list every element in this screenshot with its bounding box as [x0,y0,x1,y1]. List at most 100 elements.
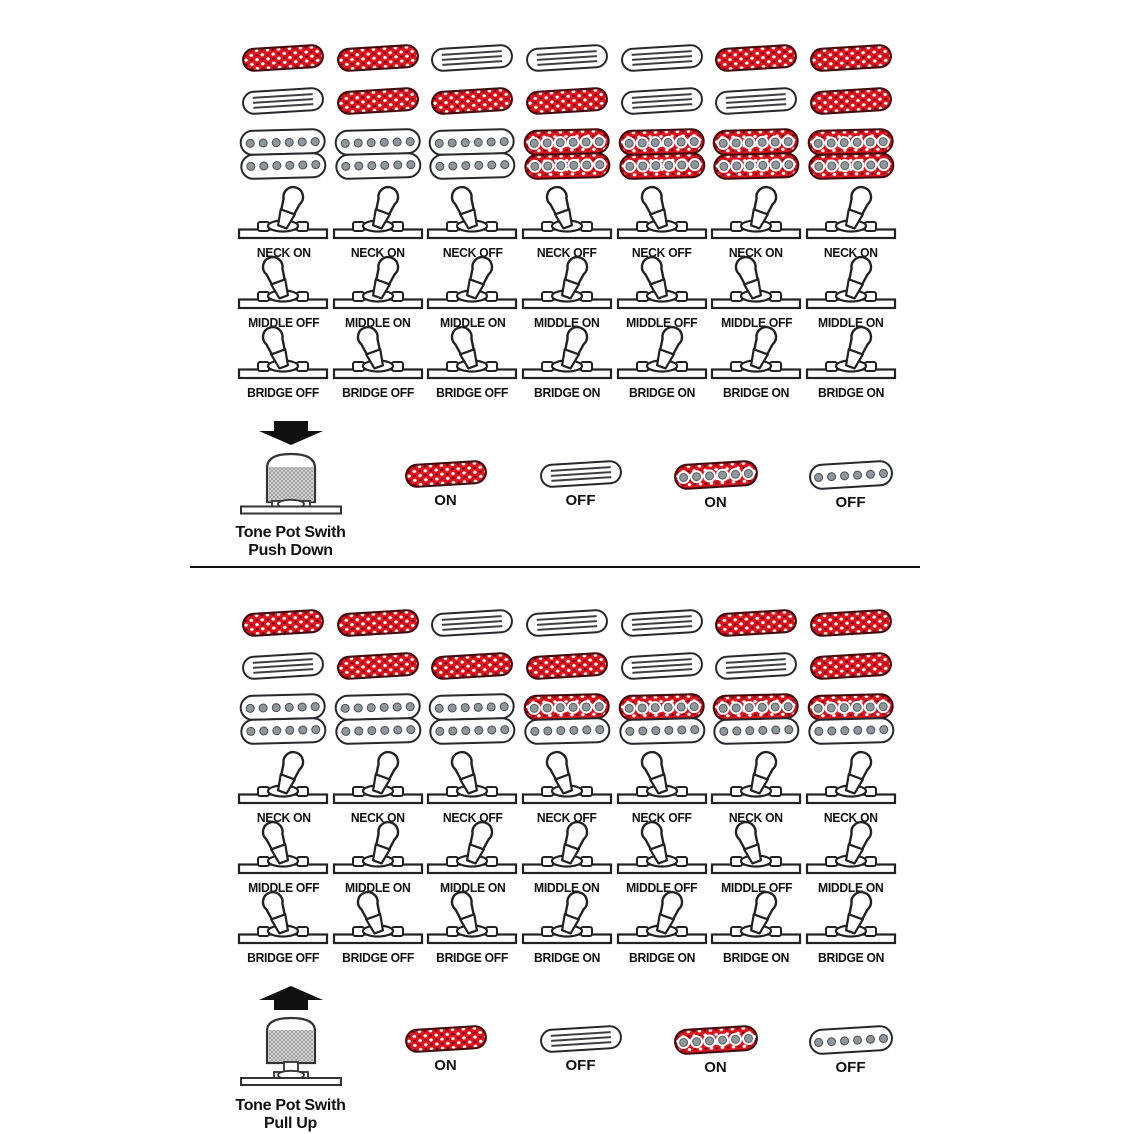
neck-switch-toggle [426,182,518,245]
pole-piece-dot [718,138,729,148]
bridge-label: BRIDGE ON [534,951,601,965]
pole-piece-dot [271,702,282,712]
pole-piece-dot [745,161,755,171]
arrow-up-icon [250,985,332,1016]
pickup-cell [236,127,331,180]
pole-piece-dot [813,138,823,148]
pole-piece-dot [529,138,539,148]
pickup-cell [614,608,709,638]
switch-cell: BRIDGE OFF [236,322,331,400]
legend-label: ON [434,492,457,509]
pickup-cell [614,86,709,116]
legend-item: OFF [513,454,648,511]
neck-pickup [714,43,798,73]
pole-piece-dot [676,136,686,147]
pickup-cell [709,608,804,638]
middle-switch-toggle [710,252,802,315]
neck-pickup [336,608,420,638]
neck-switch-toggle [426,747,518,810]
neck-pickup [525,43,609,73]
pole-piece-dot [813,472,823,482]
neck-switch-toggle [616,182,708,245]
pickup-cell [425,651,520,681]
pole-piece-dot [259,726,269,736]
pole-piece-dot [663,160,674,170]
bridge-switch-toggle [710,322,802,385]
pole-piece-dot [865,1034,875,1044]
pole-piece-dot [757,137,768,147]
pole-piece-dot [435,726,445,736]
pole-piece-dot [865,136,875,147]
middle-label: MIDDLE ON [534,316,600,330]
pole-piece-dot [717,1034,727,1045]
neck-switch-row: NECK ON NECK ON NECK OFF NECK OFF NECK OFF NE… [236,747,898,825]
middle-switch-toggle [332,252,424,315]
pole-piece-dot [582,160,592,170]
humbucker-bottom-coil [713,151,800,180]
switch-cell: BRIDGE ON [709,322,804,400]
tone-pot-label-line1: Tone Pot Swith [235,1097,346,1114]
pole-piece-dot [719,161,729,171]
pole-piece-dot [405,136,415,146]
pole-piece-dot [556,726,566,736]
middle-pickup [336,86,420,116]
pole-piece-dot [568,137,578,147]
pole-piece-dot [783,136,794,146]
pole-piece-dot [379,702,389,712]
pole-piece-dot [500,160,510,170]
tone-pot-label-line2: Pull Up [263,1115,317,1133]
switch-cell: MIDDLE OFF [236,817,331,895]
pole-piece-dot [341,726,351,736]
middle-pickup-row [236,86,898,116]
neck-pickup-row [236,608,898,638]
switch-cell: MIDDLE ON [425,252,520,330]
middle-switch-toggle [616,817,708,880]
pole-piece-dot [866,725,876,735]
section-tone-pot-push-down: NECK ON NECK ON NECK OFF NECK OFF NECK OFF NE… [0,2,1130,564]
switch-cell: NECK OFF [614,182,709,260]
switch-cell: NECK OFF [425,182,520,260]
bridge-pickup [618,127,706,180]
neck-pickup [241,43,325,73]
pole-piece-dot [258,137,269,148]
bridge-pickup-row [236,127,898,180]
middle-switch-row: MIDDLE OFF MIDDLE ON MIDDLE ON MIDDLE ON MID… [236,817,898,895]
switch-cell: MIDDLE ON [331,252,426,330]
pole-piece-dot [246,726,256,736]
pole-piece-dot [392,136,402,147]
pickup-cell [331,651,426,681]
pole-piece-dot [448,726,458,736]
neck-label: NECK OFF [537,246,597,260]
pole-piece-dot [474,702,484,712]
bridge-switch-toggle [332,322,424,385]
middle-pickup [620,86,704,116]
neck-pickup [809,608,893,638]
pickup-cell [520,692,615,745]
pole-piece-dot [730,1034,740,1044]
legend-label: OFF [835,1059,866,1076]
bridge-switch-row: BRIDGE OFF BRIDGE OFF BRIDGE OFF BRIDGE ON B… [236,322,898,400]
pole-piece-dot [542,137,552,148]
bridge-label: BRIDGE ON [534,386,601,400]
pole-piece-dot [650,726,661,736]
bridge-switch-toggle [426,322,518,385]
pole-piece-dot [487,136,497,147]
pole-piece-dot [582,725,592,735]
legend-item: ON [648,1019,783,1076]
humbucker-bottom-coil [240,151,327,180]
bridge-label: BRIDGE OFF [341,951,414,965]
neck-switch-toggle [332,182,424,245]
pole-piece-dot [595,725,605,735]
neck-pickup [336,43,420,73]
bridge-label: BRIDGE ON [628,951,695,965]
switch-cell: NECK ON [709,182,804,260]
pickup-cell [236,86,331,116]
humbucker-bottom-coil [618,716,706,745]
switch-cell: MIDDLE ON [331,817,426,895]
pickup-cell [709,86,804,116]
legend-item: ON [378,454,513,511]
neck-switch-toggle [710,747,802,810]
bridge-label: BRIDGE ON [628,386,695,400]
switch-cell: NECK ON [709,747,804,825]
tone-pot-switch: Tone Pot Swith Push Down [208,420,373,561]
